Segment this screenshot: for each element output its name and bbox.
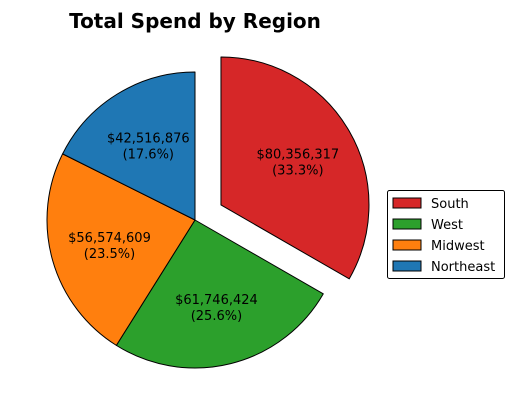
legend-item-west: West (392, 218, 463, 233)
pie-slice-west (115, 219, 324, 369)
slice-value-label: $42,516,876 (107, 131, 190, 146)
slice-label-midwest: $56,574,609 (23.5%) (68, 231, 151, 262)
legend: South West Midwest Northeast (387, 190, 505, 279)
pie-slices (46, 56, 370, 369)
slice-percent-label: (17.6%) (123, 147, 174, 162)
legend-label-west: West (431, 218, 463, 233)
slice-percent-label: (25.6%) (191, 309, 242, 324)
legend-label-south: South (431, 197, 469, 212)
chart-title: Total Spend by Region (69, 9, 321, 33)
legend-swatch-south (392, 197, 422, 209)
slice-value-label: $56,574,609 (68, 231, 151, 246)
slice-percent-label: (23.5%) (84, 247, 135, 262)
pie-slice-south (220, 56, 370, 280)
legend-swatch-west (392, 218, 422, 230)
legend-label-midwest: Midwest (431, 239, 485, 254)
legend-label-northeast: Northeast (431, 260, 495, 275)
legend-items: South West Midwest Northeast (392, 197, 495, 275)
slice-label-west: $61,746,424 (25.6%) (175, 293, 258, 324)
legend-item-northeast: Northeast (392, 260, 495, 275)
pie-slice-northeast (62, 71, 196, 221)
slice-label-south: $80,356,317 (33.3%) (256, 148, 339, 179)
slice-percent-label: (33.3%) (272, 164, 323, 179)
slice-label-northeast: $42,516,876 (17.6%) (107, 131, 190, 162)
legend-frame (387, 190, 505, 279)
legend-item-midwest: Midwest (392, 239, 485, 254)
slice-value-label: $80,356,317 (256, 148, 339, 163)
pie-slice-labels: $80,356,317 (33.3%) $61,746,424 (25.6%) $56,… (68, 131, 339, 324)
slice-value-label: $61,746,424 (175, 293, 258, 308)
legend-swatch-midwest (392, 239, 422, 251)
legend-item-south: South (392, 197, 469, 212)
legend-swatch-northeast (392, 260, 422, 272)
